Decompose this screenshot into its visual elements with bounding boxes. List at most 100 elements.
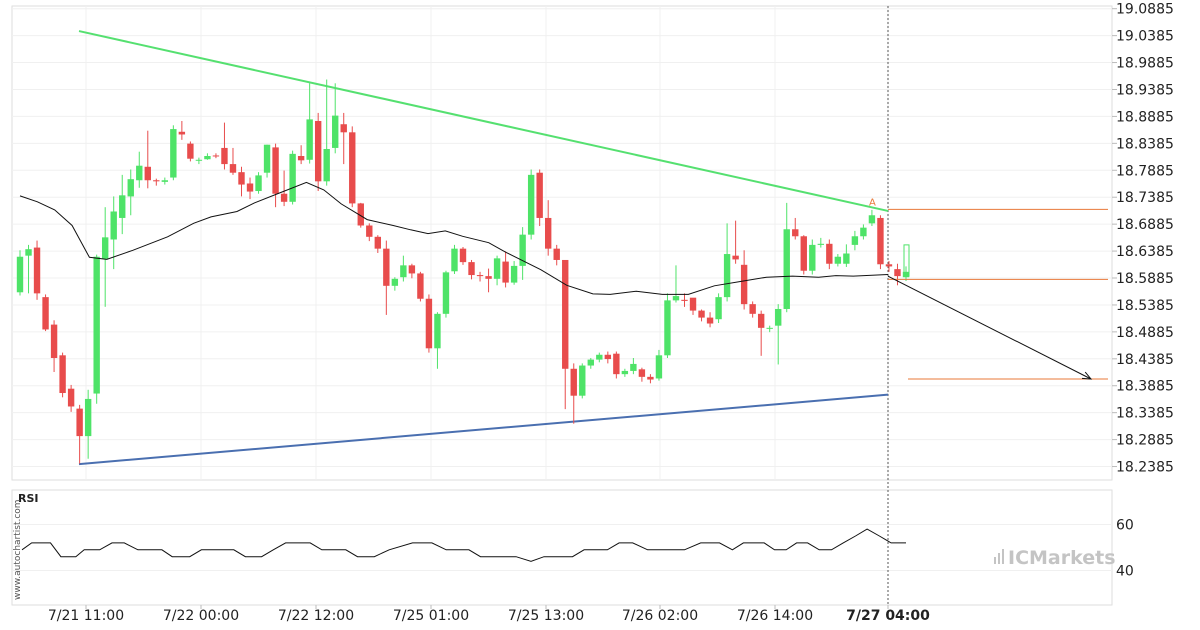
candle-down [374, 236, 382, 249]
candle-down [740, 264, 748, 305]
candle-down [425, 298, 433, 349]
logo-text: ICMarkets [1008, 547, 1116, 569]
price-panel [11, 5, 1113, 481]
candle-down [706, 317, 714, 324]
candle-up [834, 256, 842, 264]
candle-down [187, 143, 194, 159]
candle-up [323, 149, 330, 182]
candle-up [493, 258, 501, 279]
candle-up [510, 265, 518, 283]
candle-down [314, 120, 322, 182]
candle-up [451, 248, 458, 272]
candle-up [843, 253, 850, 264]
moving-average-line [19, 181, 889, 295]
candle-up [263, 144, 271, 173]
candle-down [749, 304, 756, 314]
candle-down [570, 368, 577, 396]
candle-up [119, 195, 126, 218]
candle-down [383, 248, 390, 286]
candle-up [84, 398, 92, 437]
candle-down [221, 147, 228, 165]
candle-up [127, 179, 134, 197]
candle-up [672, 296, 680, 301]
y-tick-label: 18.6385 [1116, 244, 1174, 260]
candle-up [851, 236, 859, 245]
candle-down [67, 388, 75, 407]
candle-up [723, 254, 731, 298]
logo-bar-icon [1002, 549, 1004, 564]
candle-down [153, 180, 160, 182]
candle-up [860, 227, 867, 237]
y-tick-label: 18.3885 [1116, 379, 1174, 395]
candle-down [408, 265, 416, 274]
candle-down [417, 273, 424, 299]
candle-down [33, 247, 41, 294]
y-tick-label: 18.9885 [1116, 56, 1174, 72]
y-tick-label: 18.2385 [1116, 460, 1174, 476]
candle-up [775, 308, 782, 326]
y-tick-label: 18.4385 [1116, 352, 1174, 368]
candle-up [902, 271, 910, 278]
candle-up [170, 129, 177, 178]
y-tick-label: 18.9385 [1116, 82, 1174, 98]
logo-bar-icon [994, 557, 996, 564]
candle-down [59, 355, 66, 394]
candle-down [144, 166, 151, 181]
y-tick-label: 19.0385 [1116, 29, 1174, 45]
candle-up [868, 215, 876, 224]
x-tick-label: 7/22 00:00 [163, 608, 239, 624]
candle-up [332, 115, 339, 148]
y-tick-label: 18.5885 [1116, 271, 1174, 287]
logo-bar-icon [998, 553, 1000, 564]
candle-down [877, 217, 884, 265]
candle-down [366, 225, 373, 237]
candle-up [391, 278, 399, 286]
candle-up [442, 272, 450, 314]
y-tick-label: 19.0885 [1116, 2, 1174, 18]
candle-up [434, 313, 441, 349]
candle-up [25, 249, 32, 256]
icmarkets-logo: ICMarkets [994, 547, 1116, 569]
candle-up [16, 256, 24, 293]
candle-down [246, 183, 254, 192]
pattern-point-label: A [869, 197, 876, 208]
candle-down [604, 354, 612, 360]
y-tick-label: 18.8885 [1116, 109, 1174, 125]
candle-down [229, 164, 237, 173]
y-tick-label: 18.5385 [1116, 298, 1174, 314]
x-tick-label: 7/27 04:00 [846, 608, 930, 624]
candle-down [297, 156, 305, 161]
candle-down [76, 408, 83, 437]
forecast-arrow-line [887, 275, 1092, 380]
candle-up [136, 165, 143, 181]
y-tick-label: 18.2885 [1116, 433, 1174, 449]
candle-down [459, 248, 467, 263]
rsi-panel [11, 489, 1113, 606]
candle-up [306, 119, 313, 160]
candle-down [792, 229, 799, 237]
candle-down [894, 269, 901, 277]
y-tick-label: 18.3385 [1116, 406, 1174, 422]
candle-down [340, 124, 347, 133]
candle-up [93, 256, 100, 394]
candle-up [596, 354, 603, 360]
x-tick-label: 7/25 01:00 [393, 608, 469, 624]
candle-down [689, 297, 697, 311]
autochartist-watermark: www.autochartist.com [13, 499, 23, 600]
candle-down [280, 193, 288, 202]
candle-up [204, 156, 211, 160]
rsi-tick-label: 40 [1116, 564, 1134, 580]
candle-down [502, 261, 509, 283]
candle-down [536, 172, 543, 218]
y-tick-label: 18.8385 [1116, 136, 1174, 152]
candle-down [544, 217, 552, 249]
forecast-arrowhead-icon [1081, 371, 1093, 380]
candle-down [349, 132, 356, 204]
candle-down [476, 275, 484, 277]
candle-up [655, 355, 663, 379]
candle-up [110, 211, 117, 240]
developing-candle [903, 244, 910, 277]
triangle-upper-line [78, 30, 889, 212]
candle-up [195, 159, 203, 161]
x-tick-label: 7/21 11:00 [48, 608, 124, 624]
